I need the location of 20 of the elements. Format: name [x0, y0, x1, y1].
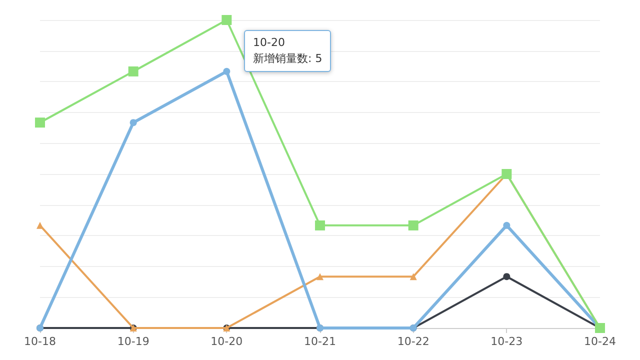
point — [35, 118, 45, 128]
x-tick-label: 10-22 — [397, 335, 430, 348]
point — [36, 222, 44, 229]
x-tick-label: 10-19 — [117, 335, 150, 348]
point — [130, 119, 137, 126]
point — [410, 273, 417, 280]
x-tick-label: 10-20 — [210, 335, 243, 348]
point — [316, 273, 324, 280]
x-tick-label: 10-24 — [584, 335, 616, 348]
x-tick-label: 10-18 — [24, 335, 56, 348]
x-tick-label: 10-23 — [490, 335, 523, 348]
x-tick-label: 10-21 — [304, 335, 336, 348]
point — [315, 220, 325, 230]
annotation: 10-20 新增销量数: 5 — [253, 35, 322, 67]
point — [128, 66, 138, 76]
point — [408, 220, 418, 230]
point — [223, 68, 230, 75]
point — [222, 15, 232, 25]
point — [503, 222, 510, 229]
point — [503, 273, 510, 280]
